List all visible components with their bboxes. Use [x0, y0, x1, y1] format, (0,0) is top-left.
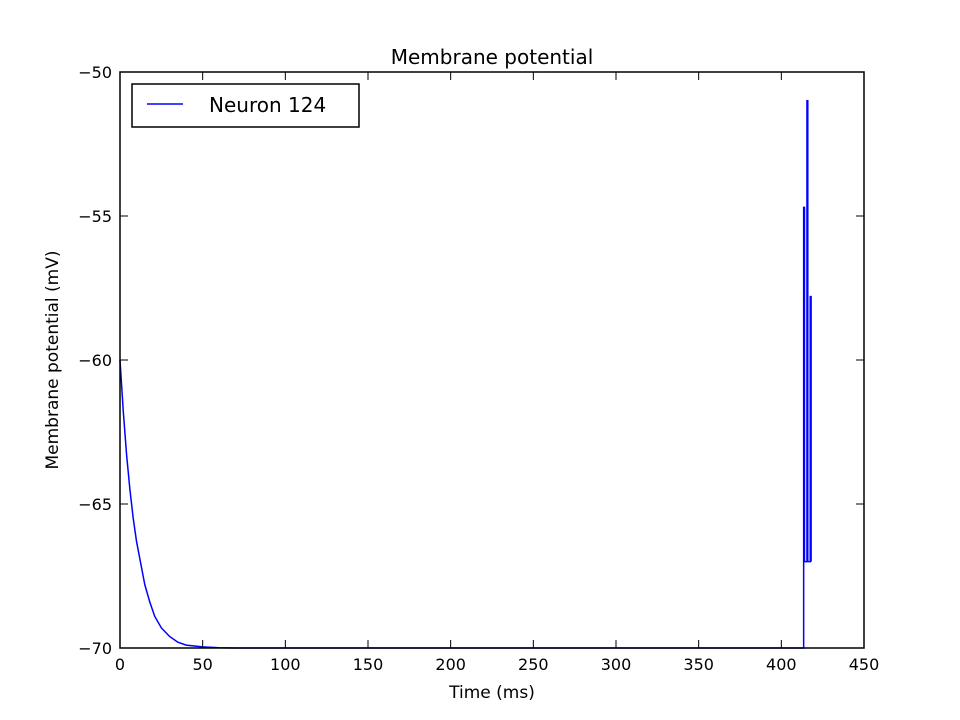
x-tick-label: 100	[270, 655, 301, 674]
y-tick-label: −70	[78, 639, 112, 658]
x-tick-label: 450	[849, 655, 880, 674]
x-tick-label: 400	[766, 655, 797, 674]
legend-entry-label: Neuron 124	[209, 93, 326, 117]
y-tick-label: −55	[78, 207, 112, 226]
x-axis-label: Time (ms)	[448, 683, 535, 703]
x-tick-label: 350	[683, 655, 714, 674]
x-tick-label: 300	[601, 655, 632, 674]
legend: Neuron 124	[131, 83, 360, 128]
y-tick-label: −60	[78, 351, 112, 370]
x-tick-label: 150	[353, 655, 384, 674]
y-tick-label: −65	[78, 495, 112, 514]
x-tick-label: 200	[435, 655, 466, 674]
plot-area: 0 50 100 150 200 250 300 350 400 450 −70 −65 −60 −55 −…	[78, 63, 879, 674]
chart-title: Membrane potential	[391, 45, 594, 69]
x-tick-label: 250	[518, 655, 549, 674]
x-tick-label: 50	[192, 655, 212, 674]
legend-box	[131, 83, 360, 128]
y-axis-label: Membrane potential (mV)	[43, 251, 63, 470]
y-tick-label: −50	[78, 63, 112, 82]
x-tick-label: 0	[115, 655, 125, 674]
